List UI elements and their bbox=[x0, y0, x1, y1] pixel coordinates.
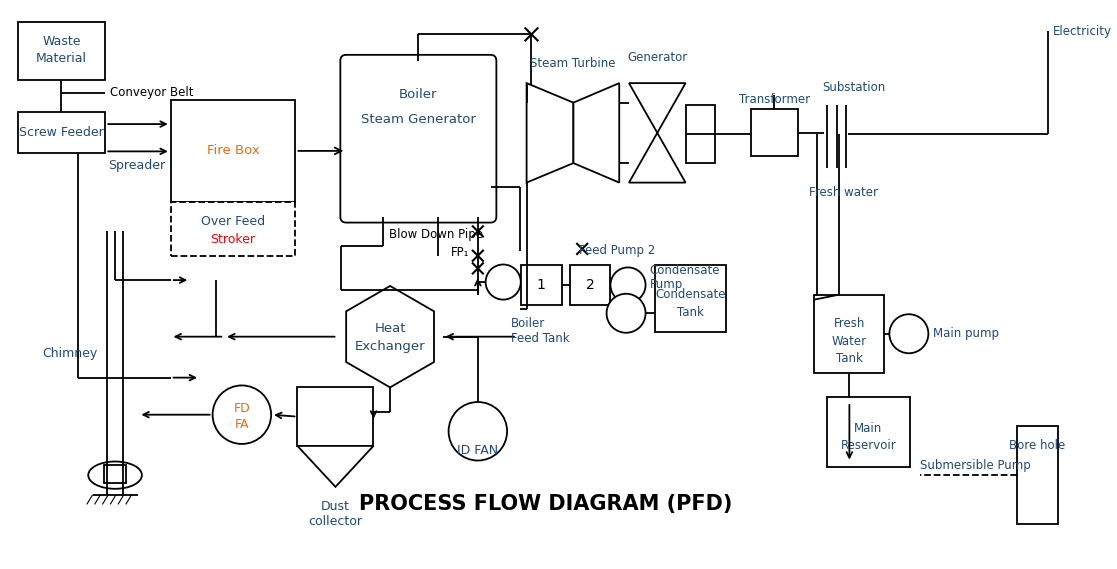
FancyBboxPatch shape bbox=[18, 22, 105, 80]
Text: Substation: Substation bbox=[822, 81, 886, 93]
Text: Feed Pump 2: Feed Pump 2 bbox=[580, 244, 656, 257]
Text: Water: Water bbox=[832, 335, 867, 348]
Text: Boiler: Boiler bbox=[399, 88, 438, 101]
FancyBboxPatch shape bbox=[656, 266, 726, 332]
Text: Condensate: Condensate bbox=[656, 288, 726, 301]
FancyBboxPatch shape bbox=[171, 100, 296, 202]
FancyBboxPatch shape bbox=[570, 265, 611, 306]
Text: Generator: Generator bbox=[627, 51, 687, 64]
Text: Main pump: Main pump bbox=[933, 327, 1000, 340]
Ellipse shape bbox=[88, 461, 142, 489]
FancyBboxPatch shape bbox=[521, 265, 562, 306]
Text: Fresh: Fresh bbox=[833, 318, 865, 331]
FancyBboxPatch shape bbox=[814, 295, 885, 373]
FancyBboxPatch shape bbox=[827, 397, 910, 467]
Circle shape bbox=[212, 385, 271, 444]
Text: Tank: Tank bbox=[836, 352, 862, 365]
Text: Pump: Pump bbox=[649, 278, 682, 291]
Polygon shape bbox=[573, 83, 619, 183]
Text: Transformer: Transformer bbox=[738, 93, 810, 106]
Circle shape bbox=[889, 314, 928, 353]
Polygon shape bbox=[297, 446, 373, 487]
Circle shape bbox=[486, 265, 521, 300]
Polygon shape bbox=[526, 83, 573, 183]
Circle shape bbox=[449, 402, 507, 460]
Text: Feed Tank: Feed Tank bbox=[510, 332, 570, 345]
FancyBboxPatch shape bbox=[751, 109, 798, 156]
Text: 1: 1 bbox=[537, 278, 546, 292]
Circle shape bbox=[607, 294, 646, 333]
Text: Waste: Waste bbox=[42, 35, 80, 48]
Text: Blow Down Pipe: Blow Down Pipe bbox=[389, 228, 483, 241]
Text: Dust: Dust bbox=[321, 500, 350, 513]
Text: Submersible Pump: Submersible Pump bbox=[919, 459, 1030, 472]
FancyBboxPatch shape bbox=[686, 105, 715, 163]
Text: Bore hole: Bore hole bbox=[1010, 439, 1066, 452]
Text: Reservoir: Reservoir bbox=[840, 439, 896, 452]
Text: Screw Feeder: Screw Feeder bbox=[19, 126, 104, 139]
Text: Over Feed: Over Feed bbox=[201, 215, 265, 228]
Text: Stroker: Stroker bbox=[211, 233, 256, 246]
Text: Electricity: Electricity bbox=[1053, 25, 1113, 38]
Text: Steam Turbine: Steam Turbine bbox=[529, 57, 615, 70]
FancyBboxPatch shape bbox=[297, 387, 373, 446]
Circle shape bbox=[611, 267, 646, 303]
Text: FA: FA bbox=[235, 418, 249, 431]
Text: Condensate: Condensate bbox=[649, 264, 720, 277]
Text: Steam Generator: Steam Generator bbox=[361, 113, 476, 126]
Text: FD: FD bbox=[233, 402, 250, 415]
Text: Boiler: Boiler bbox=[510, 318, 545, 331]
Text: collector: collector bbox=[308, 516, 362, 529]
Text: Fire Box: Fire Box bbox=[207, 145, 259, 158]
Text: Spreader: Spreader bbox=[108, 159, 165, 171]
Text: Main: Main bbox=[855, 422, 882, 435]
Text: Material: Material bbox=[36, 52, 87, 65]
Text: 2: 2 bbox=[585, 278, 594, 292]
Text: Exchanger: Exchanger bbox=[355, 340, 426, 353]
Text: Tank: Tank bbox=[677, 306, 704, 319]
FancyBboxPatch shape bbox=[171, 202, 296, 255]
Text: Heat: Heat bbox=[374, 323, 405, 335]
Polygon shape bbox=[346, 286, 435, 387]
Text: FP₁: FP₁ bbox=[450, 246, 469, 259]
Text: Chimney: Chimney bbox=[42, 347, 97, 360]
Text: Fresh water: Fresh water bbox=[809, 186, 878, 199]
Polygon shape bbox=[629, 83, 686, 183]
FancyBboxPatch shape bbox=[341, 55, 496, 222]
Text: Conveyor Belt: Conveyor Belt bbox=[111, 86, 193, 100]
Text: ID FAN: ID FAN bbox=[457, 444, 498, 457]
FancyBboxPatch shape bbox=[104, 465, 126, 483]
FancyBboxPatch shape bbox=[18, 113, 105, 153]
Text: PROCESS FLOW DIAGRAM (PFD): PROCESS FLOW DIAGRAM (PFD) bbox=[360, 494, 733, 514]
FancyBboxPatch shape bbox=[1018, 426, 1058, 524]
